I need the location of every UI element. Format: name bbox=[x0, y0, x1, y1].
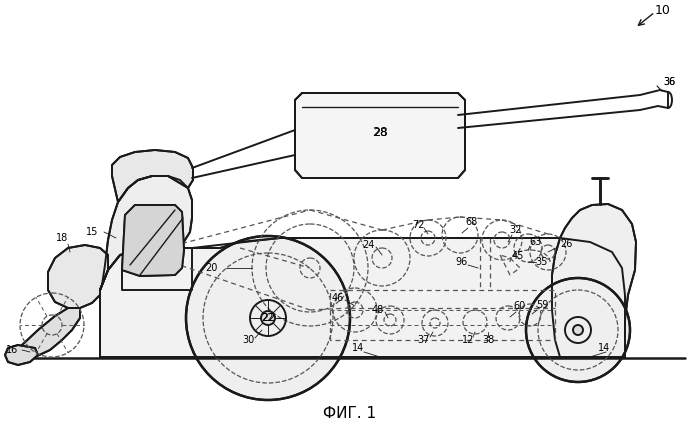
Text: ФИГ. 1: ФИГ. 1 bbox=[324, 406, 377, 420]
Text: 24: 24 bbox=[362, 240, 374, 250]
Polygon shape bbox=[48, 245, 108, 308]
Text: 96: 96 bbox=[456, 257, 468, 267]
Text: 12: 12 bbox=[462, 335, 474, 345]
Text: 15: 15 bbox=[85, 227, 98, 237]
Polygon shape bbox=[5, 345, 38, 365]
Circle shape bbox=[573, 325, 583, 335]
Text: 22: 22 bbox=[261, 313, 275, 323]
Text: 45: 45 bbox=[512, 251, 524, 261]
Polygon shape bbox=[122, 205, 184, 276]
Text: 68: 68 bbox=[466, 217, 478, 227]
Circle shape bbox=[526, 278, 630, 382]
Text: 36: 36 bbox=[663, 77, 675, 87]
Text: 48: 48 bbox=[372, 305, 384, 315]
Text: 36: 36 bbox=[663, 77, 675, 87]
Polygon shape bbox=[18, 308, 80, 360]
Text: 28: 28 bbox=[372, 127, 388, 139]
Text: 26: 26 bbox=[560, 239, 572, 249]
Text: 63: 63 bbox=[529, 237, 541, 247]
Text: 14: 14 bbox=[352, 343, 364, 353]
Text: 32: 32 bbox=[510, 225, 522, 235]
Text: 37: 37 bbox=[418, 335, 430, 345]
Text: 72: 72 bbox=[412, 220, 424, 230]
Polygon shape bbox=[100, 176, 192, 290]
Text: 28: 28 bbox=[373, 128, 387, 138]
Text: 10: 10 bbox=[655, 3, 671, 17]
Circle shape bbox=[261, 311, 275, 325]
Text: 16: 16 bbox=[6, 345, 18, 355]
Text: 18: 18 bbox=[56, 233, 68, 243]
Text: 20: 20 bbox=[206, 263, 218, 273]
Text: 59: 59 bbox=[536, 300, 548, 310]
Polygon shape bbox=[552, 204, 636, 357]
Polygon shape bbox=[100, 238, 625, 357]
Text: 46: 46 bbox=[332, 293, 344, 303]
Circle shape bbox=[186, 236, 350, 400]
Text: 30: 30 bbox=[242, 335, 254, 345]
Polygon shape bbox=[295, 93, 465, 178]
Polygon shape bbox=[112, 150, 193, 202]
Text: 14: 14 bbox=[598, 343, 610, 353]
Text: 35: 35 bbox=[536, 257, 548, 267]
Text: 38: 38 bbox=[482, 335, 494, 345]
Text: 22: 22 bbox=[261, 313, 274, 323]
Text: 60: 60 bbox=[514, 301, 526, 311]
